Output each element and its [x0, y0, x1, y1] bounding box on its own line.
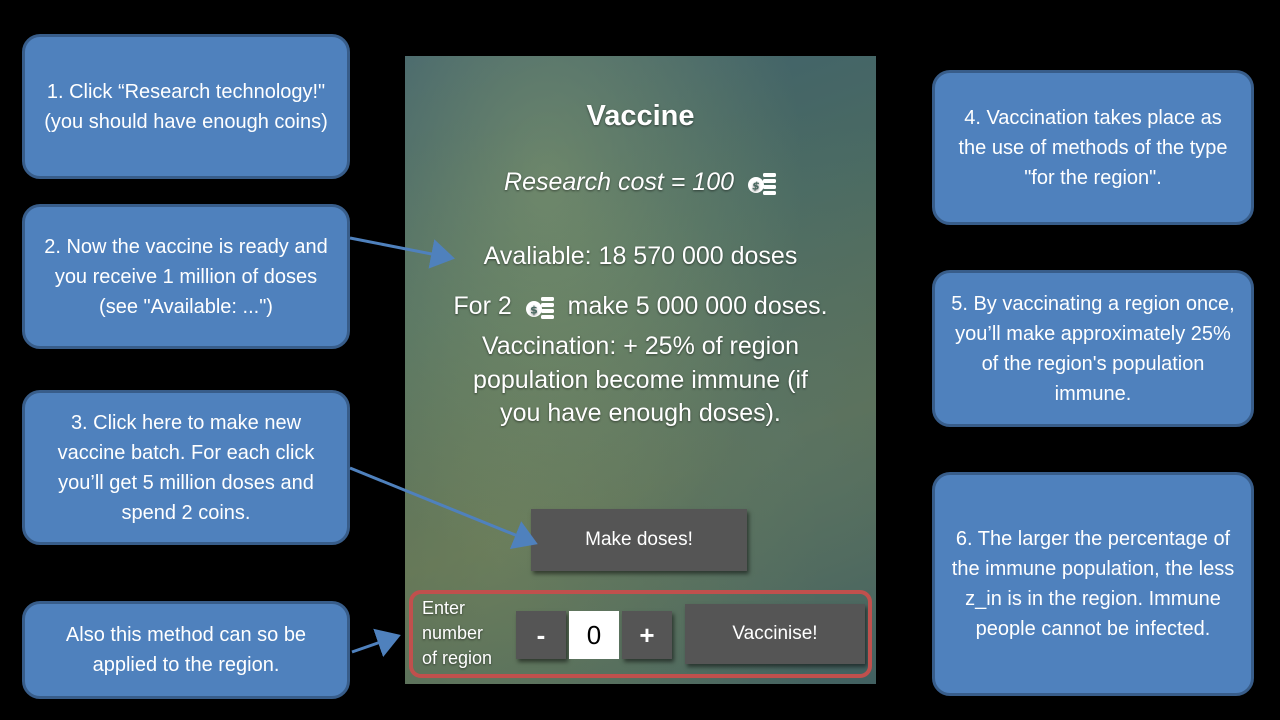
callout-step-1: 1. Click “Research technology!" (you sho…	[22, 34, 350, 179]
svg-text:$: $	[530, 304, 538, 317]
panel-title: Vaccine	[586, 100, 695, 132]
research-cost-text: Research cost = 100	[504, 168, 735, 196]
vaccinise-button[interactable]: Vaccinise!	[685, 604, 865, 664]
svg-text:$: $	[752, 180, 760, 193]
make-cost-prefix: For 2	[453, 292, 512, 320]
callout-step-4-text: 4. Vaccination takes place as the use of…	[958, 106, 1228, 189]
region-label-line-2: number	[422, 623, 484, 643]
vaccination-line-3: you have enough doses).	[500, 399, 781, 427]
region-label-line-3: of region	[422, 648, 493, 668]
callout-step-3: 3. Click here to make new vaccine batch.…	[22, 390, 350, 545]
region-label-line-1: Enter	[422, 598, 466, 618]
callout-also: Also this method can so be applied to th…	[22, 601, 350, 699]
arrow-also	[351, 628, 401, 658]
callout-step-2-text: 2. Now the vaccine is ready and you rece…	[44, 235, 328, 318]
region-number-input[interactable]: 0	[569, 611, 619, 659]
callout-step-6: 6. The larger the percentage of the immu…	[932, 472, 1254, 696]
available-doses: Avaliable: 18 570 000 doses	[483, 242, 798, 270]
coin-stack-icon: $	[747, 173, 776, 196]
make-cost-suffix: make 5 000 000 doses.	[567, 292, 828, 320]
callout-step-4: 4. Vaccination takes place as the use of…	[932, 70, 1254, 225]
region-controls-highlight	[409, 590, 872, 678]
coin-stack-icon: $	[525, 297, 554, 320]
callout-step-1-text: 1. Click “Research technology!" (you sho…	[44, 80, 328, 133]
callout-step-2: 2. Now the vaccine is ready and you rece…	[22, 204, 350, 349]
callout-step-5-text: 5. By vaccinating a region once, you’ll …	[951, 292, 1235, 405]
vaccination-line-2: population become immune (if	[473, 366, 808, 394]
callout-step-3-text: 3. Click here to make new vaccine batch.…	[57, 411, 315, 524]
callout-step-6-text: 6. The larger the percentage of the immu…	[951, 528, 1235, 640]
vaccine-panel: Vaccine Research cost = 100 $ Avaliable:…	[405, 56, 876, 684]
callout-step-5: 5. By vaccinating a region once, you’ll …	[932, 270, 1254, 427]
make-cost-row: For 2 $ make 5 000 000 doses.	[405, 292, 876, 321]
vaccination-line-1: Vaccination: + 25% of region	[481, 332, 800, 360]
region-label: Enter number of region	[422, 596, 492, 671]
research-cost-row: Research cost = 100 $	[405, 168, 876, 197]
callout-also-text: Also this method can so be applied to th…	[65, 624, 307, 676]
make-doses-button[interactable]: Make doses!	[531, 509, 747, 571]
decrement-button[interactable]: -	[516, 611, 566, 659]
increment-button[interactable]: +	[622, 611, 672, 659]
